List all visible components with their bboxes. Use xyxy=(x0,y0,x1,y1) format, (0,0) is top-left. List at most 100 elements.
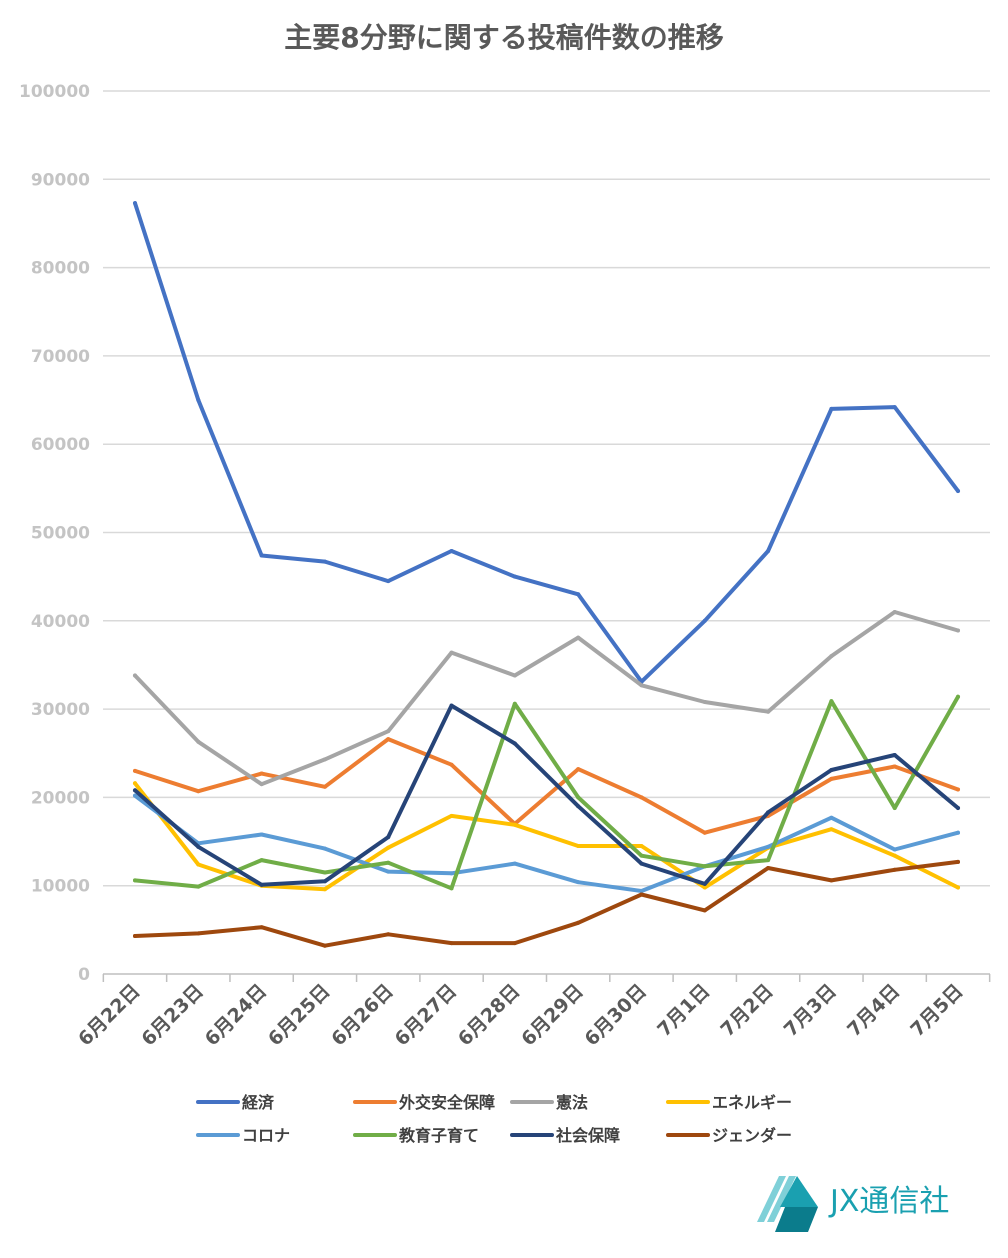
data-point xyxy=(259,925,264,930)
data-point xyxy=(829,406,834,411)
x-axis-tick-labels: 6月22日6月23日6月24日6月25日6月26日6月27日6月28日6月29日… xyxy=(74,980,967,1050)
data-point xyxy=(766,858,771,863)
x-tick-label: 7月1日 xyxy=(653,980,714,1041)
data-point xyxy=(133,781,137,786)
data-point xyxy=(449,650,454,655)
data-point xyxy=(196,398,201,403)
data-point xyxy=(576,843,581,848)
series-line-7 xyxy=(133,859,960,948)
data-point xyxy=(702,908,707,913)
data-point xyxy=(322,870,327,875)
data-point xyxy=(829,815,834,820)
data-point xyxy=(449,941,454,946)
x-tick-label: 6月24日 xyxy=(201,980,271,1050)
x-tick-label: 6月25日 xyxy=(264,980,334,1050)
legend-label: ジェンダー xyxy=(712,1126,792,1145)
data-point xyxy=(829,654,834,659)
series-lines xyxy=(133,201,960,948)
x-tick-label: 6月28日 xyxy=(454,980,524,1050)
data-point xyxy=(196,739,201,744)
data-point xyxy=(956,628,960,633)
series-line-1 xyxy=(133,737,960,835)
brand-logo-icon xyxy=(757,1176,818,1232)
data-point xyxy=(512,673,517,678)
data-point xyxy=(892,764,897,769)
data-point xyxy=(133,934,137,939)
legend-label: エネルギー xyxy=(712,1093,792,1112)
data-point xyxy=(386,860,391,865)
x-tick-label: 6月26日 xyxy=(327,980,397,1050)
data-point xyxy=(322,943,327,948)
legend-label: 社会保障 xyxy=(555,1126,620,1145)
series-line-6 xyxy=(133,703,960,887)
data-point xyxy=(702,885,707,890)
data-point xyxy=(196,884,201,889)
data-point xyxy=(829,768,834,773)
data-point xyxy=(386,835,391,840)
legend-label: 経済 xyxy=(242,1093,275,1112)
y-tick-label: 20000 xyxy=(31,788,90,808)
data-point xyxy=(512,861,517,866)
data-point xyxy=(449,703,454,708)
series-line-4 xyxy=(133,793,960,893)
data-point xyxy=(576,635,581,640)
data-point xyxy=(639,683,644,688)
data-point xyxy=(449,762,454,767)
data-point xyxy=(892,847,897,852)
data-point xyxy=(133,201,137,206)
data-point xyxy=(512,574,517,579)
data-point xyxy=(133,788,137,793)
data-point xyxy=(449,813,454,818)
legend-label: コロナ xyxy=(242,1126,290,1145)
legend-label: 教育子育て xyxy=(399,1126,479,1145)
data-point xyxy=(512,822,517,827)
data-point xyxy=(892,753,897,758)
data-point xyxy=(322,757,327,762)
data-point xyxy=(196,931,201,936)
data-point xyxy=(322,887,327,892)
data-point xyxy=(512,941,517,946)
data-point xyxy=(512,741,517,746)
data-point xyxy=(956,885,960,890)
data-point xyxy=(386,932,391,937)
data-point xyxy=(322,784,327,789)
data-point xyxy=(639,892,644,897)
data-point xyxy=(196,789,201,794)
y-tick-label: 10000 xyxy=(31,877,90,897)
data-point xyxy=(702,618,707,623)
x-tick-label: 7月4日 xyxy=(843,980,904,1041)
x-tick-label: 6月29日 xyxy=(517,980,587,1050)
data-point xyxy=(639,843,644,848)
legend-label: 憲法 xyxy=(556,1093,588,1112)
x-tick-label: 6月27日 xyxy=(391,980,461,1050)
data-point xyxy=(322,879,327,884)
data-point xyxy=(386,869,391,874)
x-tick-label: 7月3日 xyxy=(780,980,841,1041)
data-point xyxy=(829,776,834,781)
data-point xyxy=(956,830,960,835)
data-point xyxy=(386,737,391,742)
y-tick-label: 100000 xyxy=(19,82,90,102)
data-point xyxy=(133,793,137,798)
data-point xyxy=(956,805,960,810)
data-point xyxy=(576,920,581,925)
data-point xyxy=(449,549,454,554)
data-point xyxy=(956,694,960,699)
data-point xyxy=(259,882,264,887)
data-point xyxy=(196,844,201,849)
x-tick-label: 6月23日 xyxy=(137,980,207,1050)
data-point xyxy=(639,861,644,866)
data-point xyxy=(639,888,644,893)
data-point xyxy=(259,782,264,787)
data-point xyxy=(892,609,897,614)
y-tick-label: 0 xyxy=(78,965,90,985)
data-point xyxy=(892,405,897,410)
data-point xyxy=(829,878,834,883)
gridlines xyxy=(103,90,990,887)
data-point xyxy=(829,699,834,704)
data-point xyxy=(133,673,137,678)
data-point xyxy=(386,845,391,850)
series-line-3 xyxy=(133,781,960,892)
series-line-2 xyxy=(133,610,960,787)
